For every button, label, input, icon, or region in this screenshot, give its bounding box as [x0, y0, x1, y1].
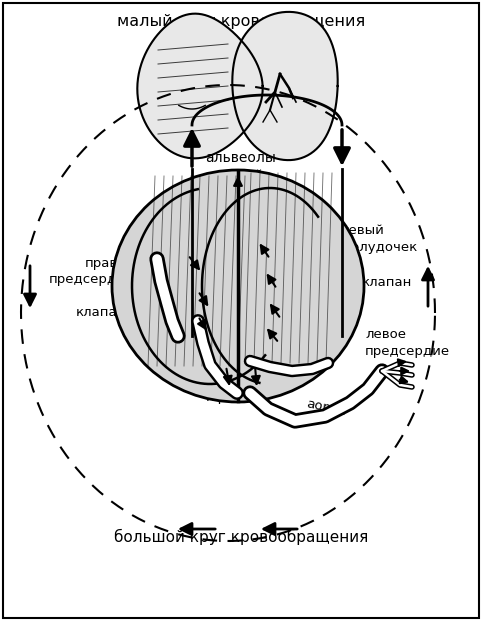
- Polygon shape: [137, 14, 263, 158]
- Text: клапан: клапан: [76, 307, 126, 319]
- Text: альвеолы
легких: альвеолы легких: [205, 151, 277, 183]
- Text: левое
предсердие: левое предсердие: [365, 329, 450, 358]
- Text: правое
предсердие: правое предсердие: [49, 256, 134, 286]
- Text: левый
желудочек: левый желудочек: [340, 225, 418, 253]
- Text: клапан: клапан: [362, 276, 413, 289]
- Text: пфо: пфо: [206, 391, 234, 404]
- Text: большой круг кровообращения: большой круг кровообращения: [114, 529, 368, 545]
- Text: правый
желудочек: правый желудочек: [199, 169, 277, 198]
- Text: аорта: аорта: [305, 397, 348, 419]
- Text: вена: вена: [123, 286, 156, 299]
- Polygon shape: [232, 12, 338, 160]
- Text: малый круг кровообращения: малый круг кровообращения: [117, 13, 365, 29]
- Ellipse shape: [112, 170, 364, 402]
